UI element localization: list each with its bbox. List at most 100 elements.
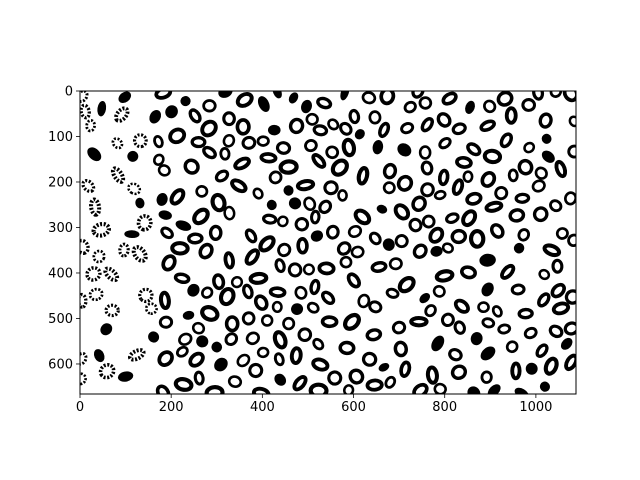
- cell-ring: [325, 224, 340, 240]
- cell-ring: [144, 302, 158, 315]
- cell-ring: [210, 192, 227, 213]
- cell-ring: [428, 226, 445, 244]
- cell-ring: [431, 335, 445, 352]
- cell-ring: [235, 118, 251, 136]
- cell-ring: [353, 208, 372, 226]
- cell-ring: [420, 116, 435, 133]
- cell-ring: [266, 199, 277, 211]
- cell-ring: [348, 108, 361, 125]
- cell-ring: [500, 263, 516, 280]
- cell-ring: [510, 283, 526, 296]
- cell-ring: [251, 386, 271, 394]
- cell-ring: [301, 99, 312, 114]
- cell-ring: [296, 237, 309, 255]
- cell-ring: [563, 321, 576, 336]
- cell-ring: [268, 170, 283, 185]
- cell-ring: [283, 185, 294, 196]
- cell-ring: [339, 255, 353, 269]
- cell-ring: [438, 137, 452, 150]
- cell-ring: [551, 258, 564, 274]
- cell-ring: [465, 191, 483, 206]
- cell-ring: [466, 142, 482, 157]
- cell-ring: [451, 122, 467, 136]
- cell-ring: [153, 134, 164, 149]
- cell-ring: [170, 241, 190, 256]
- cell-ring: [312, 337, 325, 351]
- cell-ring: [496, 91, 514, 107]
- cell-ring: [111, 137, 124, 150]
- cell-ring: [541, 150, 555, 163]
- cell-ring: [354, 129, 365, 140]
- cell-ring: [325, 145, 340, 160]
- cell-ring: [382, 162, 398, 180]
- cell-ring: [88, 287, 104, 302]
- cell-ring: [168, 127, 187, 145]
- cell-ring: [340, 91, 350, 101]
- cell-ring: [158, 315, 174, 329]
- cell-ring: [253, 294, 269, 311]
- cell-ring: [127, 150, 139, 162]
- cell-ring: [256, 135, 270, 147]
- axes-frame: [79, 90, 577, 395]
- cell-ring: [455, 155, 473, 169]
- cell-ring: [560, 337, 573, 350]
- cell-ring: [412, 243, 428, 259]
- cell-ring: [317, 261, 336, 276]
- cell-ring: [175, 345, 189, 358]
- cell-ring: [193, 370, 205, 386]
- cell-ring: [201, 286, 214, 299]
- cell-ring: [420, 182, 435, 198]
- cell-ring: [198, 242, 214, 260]
- cell-ring: [306, 301, 320, 314]
- cell-ring: [202, 99, 217, 113]
- cell-ring: [378, 121, 391, 139]
- cell-ring: [187, 232, 204, 245]
- cell-ring: [418, 96, 433, 110]
- cell-ring: [499, 132, 514, 149]
- cell-ring: [118, 242, 130, 258]
- cell-ring: [424, 304, 437, 318]
- cell-ring: [271, 300, 283, 314]
- cell-ring: [258, 235, 276, 253]
- cell-ring: [80, 91, 89, 104]
- cell-ring: [85, 118, 96, 133]
- cell-ring: [302, 263, 315, 276]
- cell-ring: [175, 220, 192, 231]
- cell-ring: [248, 362, 264, 379]
- cell-ring: [420, 160, 434, 176]
- cell-ring: [192, 207, 210, 226]
- cell-ring: [505, 340, 519, 354]
- cell-ring: [136, 214, 153, 232]
- cell-ring: [188, 351, 205, 368]
- cell-ring: [80, 292, 88, 309]
- cell-ring: [214, 169, 230, 183]
- cell-ring: [274, 373, 287, 386]
- x-tick-label: 600: [341, 400, 366, 415]
- cell-ring: [480, 346, 496, 361]
- cell-ring: [341, 137, 357, 158]
- cell-ring: [523, 326, 538, 340]
- cell-ring: [491, 305, 503, 318]
- cell-ring: [282, 316, 296, 331]
- cell-ring: [411, 195, 427, 212]
- cell-ring: [218, 286, 236, 307]
- cell-ring: [89, 197, 102, 217]
- cell-ring: [399, 360, 412, 378]
- cell-ring: [195, 185, 209, 198]
- cell-ring: [433, 189, 447, 201]
- cell-ring: [173, 377, 194, 392]
- cell-ring: [548, 324, 564, 339]
- cell-ring: [433, 382, 447, 394]
- cell-ring: [311, 153, 327, 169]
- x-tick-label: 0: [76, 400, 84, 415]
- cell-ring: [480, 171, 497, 188]
- cell-ring: [562, 91, 576, 103]
- cell-ring: [267, 124, 281, 136]
- cell-ring: [400, 122, 415, 135]
- cell-ring: [479, 253, 496, 267]
- cell-ring: [453, 298, 470, 314]
- cell-ring: [91, 221, 111, 238]
- cell-ring: [222, 111, 236, 127]
- cell-ring: [316, 96, 333, 110]
